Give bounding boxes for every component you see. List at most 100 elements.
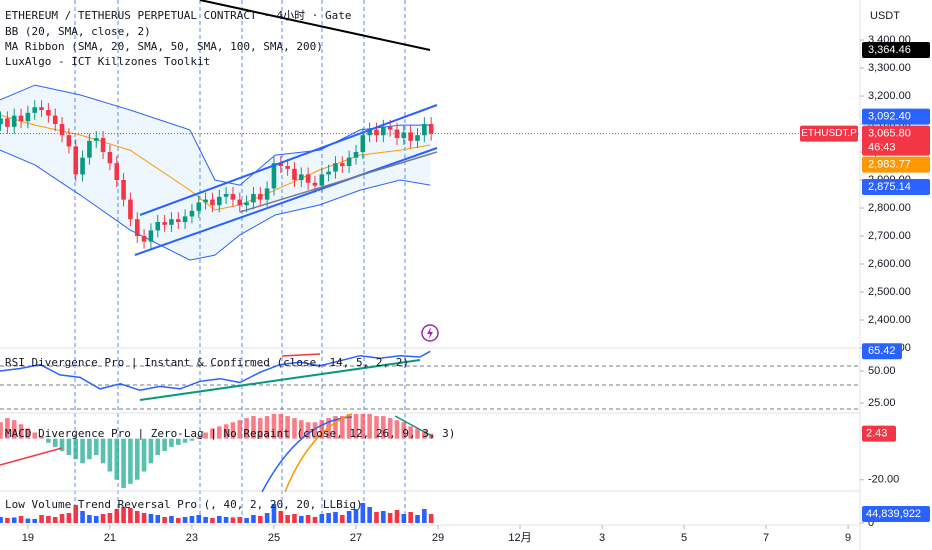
bar [100, 514, 106, 523]
bar [182, 438, 188, 443]
bar [175, 438, 181, 445]
x-tick-label: 12月 [508, 532, 531, 544]
bar [278, 414, 284, 439]
bar [237, 517, 243, 523]
candle-body [107, 152, 113, 164]
bar [100, 438, 106, 464]
candle-body [223, 194, 229, 197]
bar [428, 514, 434, 523]
bar [162, 438, 167, 451]
bar [360, 503, 366, 523]
candle-body [39, 107, 44, 111]
bar [374, 512, 379, 523]
candle-body [326, 171, 331, 175]
bar [162, 517, 167, 523]
bar [401, 422, 407, 439]
x-tick-label: 23 [186, 532, 198, 544]
candle-body [5, 118, 10, 127]
candle-body [415, 135, 420, 141]
value-badge [862, 343, 902, 360]
bar [59, 514, 65, 523]
bar [25, 428, 31, 439]
bar [196, 515, 202, 523]
y-tick-label: 25.00 [868, 397, 896, 409]
bar [25, 518, 31, 523]
candle-body [422, 124, 427, 136]
bar [46, 516, 51, 523]
candle-body [271, 163, 277, 189]
macd-divergence [0, 447, 63, 466]
bar [182, 517, 188, 523]
y-tick-label: 2,700.00 [868, 230, 911, 242]
price-badge [862, 156, 930, 173]
bar [169, 516, 174, 523]
bar [367, 507, 372, 523]
currency-label: USDT [870, 10, 900, 22]
bar [128, 508, 133, 523]
bar [73, 505, 79, 523]
bar [52, 517, 58, 523]
price-badge-label: 3,092.40 [868, 111, 911, 123]
bar [346, 511, 352, 523]
candle-body [299, 174, 304, 181]
bar [292, 418, 297, 439]
candle-body [340, 163, 345, 167]
bar [415, 428, 420, 439]
bar [264, 416, 270, 439]
candle-body [237, 199, 243, 206]
rsi-bear-divergence [281, 353, 321, 357]
bar [87, 438, 92, 460]
bar [394, 420, 400, 439]
price-badge-label: 2,875.14 [868, 181, 911, 193]
bar [271, 504, 277, 523]
channel-lower [134, 147, 438, 256]
bar [353, 414, 359, 439]
macd-divergence [394, 415, 433, 437]
bar [278, 511, 284, 523]
candle-body [210, 199, 215, 206]
y-tick-label: 2,500.00 [868, 286, 911, 298]
bar [299, 516, 304, 523]
bar [381, 416, 386, 439]
bar [319, 514, 325, 523]
chart-title: ETHEREUM / TETHERUS PERPETUAL CONTRACT ·… [5, 9, 352, 22]
bar [196, 436, 202, 439]
bar [401, 514, 407, 523]
bar [387, 513, 393, 523]
bar [257, 418, 263, 439]
bar [210, 518, 215, 523]
bar [285, 515, 290, 523]
x-tick-label: 21 [104, 532, 116, 544]
pane-title: RSI Divergence Pro | Instant & Confirmed… [5, 356, 409, 369]
bar [237, 420, 243, 439]
y-tick-label: 50.00 [868, 365, 896, 377]
candle-body [428, 124, 434, 134]
bar [93, 438, 99, 456]
candle-body [244, 202, 249, 206]
bar [107, 513, 113, 523]
candle-body [66, 135, 72, 147]
value-badge-label: 44,839,922 [866, 508, 921, 520]
candle-body [312, 182, 318, 186]
candle-body [134, 219, 140, 237]
bar [66, 438, 72, 456]
x-tick-label: 25 [268, 532, 280, 544]
candle-body [121, 180, 126, 200]
bar [11, 420, 17, 439]
value-badge-label: 2.43 [866, 428, 887, 440]
bar [32, 519, 38, 523]
bar [87, 515, 92, 523]
x-tick-label: 27 [350, 532, 362, 544]
bar [271, 414, 277, 439]
bar [114, 509, 120, 523]
candle-body [251, 194, 256, 203]
candle-body [169, 219, 174, 225]
trend-line-black [199, 0, 431, 51]
bar [415, 515, 420, 523]
bar [216, 516, 222, 523]
bar [11, 517, 17, 523]
bar [367, 414, 372, 439]
price-badges: 3,364.46 3,092.40 3,065.80 46:43 ETHUSDT.P 2,… [800, 41, 930, 523]
y-tick-label: 2,800.00 [868, 202, 911, 214]
